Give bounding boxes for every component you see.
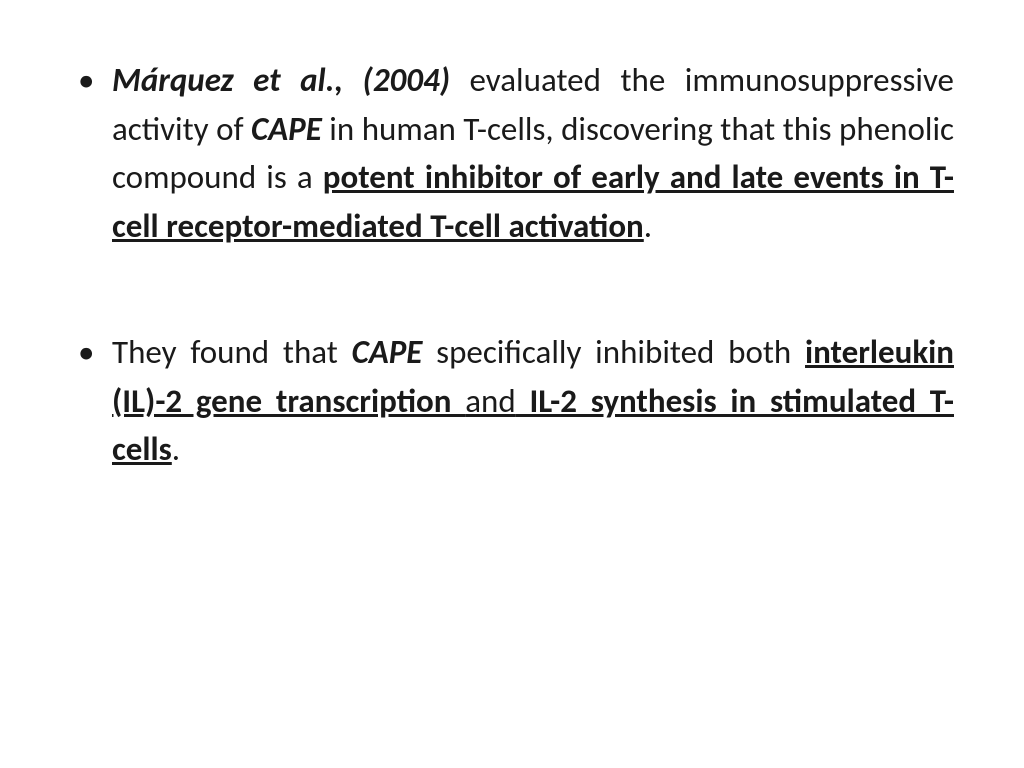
connector-underline: and — [465, 381, 515, 421]
term-cape: CAPE — [251, 109, 322, 149]
body-text: . — [172, 429, 180, 469]
body-text: They found that — [112, 332, 352, 372]
citation-author: Márquez et al., (2004) — [112, 60, 450, 100]
term-cape: CAPE — [352, 332, 423, 372]
bullet-list: Márquez et al., (2004) evaluated the imm… — [70, 56, 954, 474]
body-text: specifically inhibited both — [422, 332, 805, 372]
body-text: . — [644, 206, 652, 246]
bullet-item-1: Márquez et al., (2004) evaluated the imm… — [70, 56, 954, 250]
bullet-item-2: They found that CAPE specifically inhibi… — [70, 328, 954, 474]
slide: Márquez et al., (2004) evaluated the imm… — [0, 0, 1024, 768]
